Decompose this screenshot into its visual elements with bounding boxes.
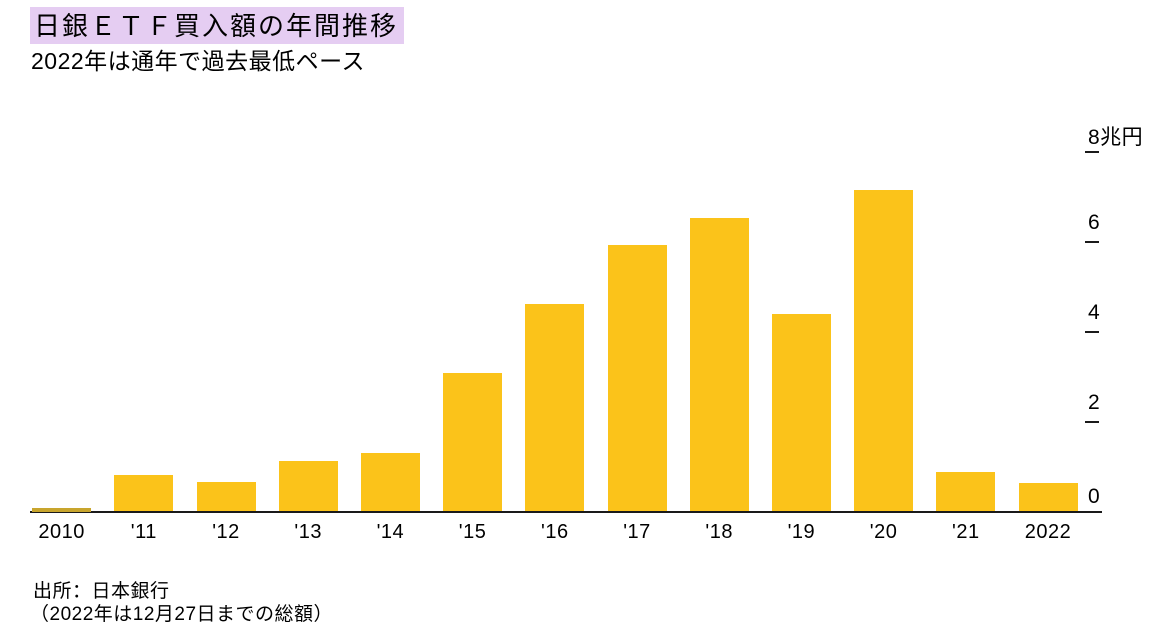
- source-note-line: （2022年は12月27日までの総額）: [30, 604, 334, 625]
- bar-14: [360, 453, 420, 511]
- bar-12: [196, 482, 256, 511]
- y-axis-tick-4: [1085, 331, 1099, 333]
- bar-18: [689, 218, 749, 511]
- x-axis-label-17: '17: [623, 521, 651, 543]
- bar-11: [114, 475, 174, 511]
- bar-2010: [32, 508, 92, 512]
- y-axis-label-4: 4: [1088, 301, 1101, 324]
- header: 日銀ＥＴＦ買入額の年間推移: [30, 7, 405, 44]
- source-line: 出所：日本銀行: [33, 581, 170, 602]
- bar-15: [443, 373, 503, 511]
- x-axis-label-19: '19: [787, 521, 816, 543]
- bar-16: [525, 304, 585, 511]
- x-axis-label-20: '20: [869, 521, 898, 543]
- x-axis-label-16: '16: [541, 521, 569, 543]
- page-title: 日銀ＥＴＦ買入額の年間推移: [30, 7, 405, 44]
- bar-13: [278, 461, 338, 511]
- y-axis-tick-6: [1085, 241, 1099, 243]
- x-axis-label-13: '13: [294, 521, 322, 543]
- x-axis-label-2010: 2010: [38, 521, 85, 543]
- y-axis-tick-2: [1085, 421, 1099, 423]
- bar-20: [854, 190, 914, 511]
- x-axis-label-21: '21: [952, 521, 980, 543]
- x-axis-label-12: '12: [212, 521, 240, 543]
- x-axis-label-2022: 2022: [1024, 521, 1072, 543]
- bar-19: [771, 314, 831, 511]
- bar-2022: [1018, 483, 1078, 511]
- source-note: 出所：日本銀行 （2022年は12月27日までの総額）: [30, 580, 333, 626]
- x-axis-label-15: '15: [458, 521, 487, 543]
- page-subtitle: 2022年は通年で過去最低ペース: [31, 48, 366, 74]
- x-axis-label-14: '14: [376, 521, 405, 543]
- y-axis-label-8: 8兆円: [1088, 126, 1144, 149]
- y-axis-tick-8: [1085, 151, 1099, 153]
- y-axis-label-0: 0: [1088, 485, 1101, 508]
- bar-21: [936, 472, 996, 511]
- bar-17: [607, 245, 667, 511]
- x-axis-label-18: '18: [705, 521, 733, 543]
- x-axis-label-11: '11: [130, 521, 157, 543]
- y-axis-label-2: 2: [1088, 391, 1101, 414]
- y-axis-label-6: 6: [1088, 211, 1101, 234]
- x-axis-baseline: [30, 511, 1102, 513]
